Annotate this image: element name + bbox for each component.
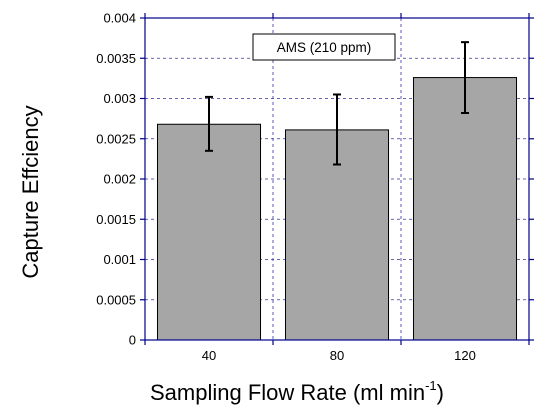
legend: AMS (210 ppm) <box>252 33 396 61</box>
axes <box>140 13 534 345</box>
y-axis-title: Capture Effciency <box>18 105 43 278</box>
y-tick-label: 0.003 <box>103 91 136 106</box>
x-tick-label: 40 <box>202 348 216 363</box>
y-tick-label: 0.0015 <box>96 212 136 227</box>
y-tick-label: 0.0005 <box>96 292 136 307</box>
x-tick-label: 80 <box>330 348 344 363</box>
bar-120 <box>412 77 518 341</box>
x-tick-labels: 40 80 120 <box>202 348 476 363</box>
x-axis-title: Sampling Flow Rate (ml min-1) <box>150 378 444 405</box>
y-tick-label: 0.001 <box>103 252 136 267</box>
error-bars <box>205 41 469 166</box>
bar-40 <box>156 123 262 341</box>
y-tick-label: 0.0035 <box>96 51 136 66</box>
legend-box <box>252 33 396 61</box>
x-axis-title-main: Sampling Flow Rate (ml min <box>150 380 425 405</box>
x-tick-label: 120 <box>454 348 476 363</box>
legend-label: AMS (210 ppm) <box>277 40 372 55</box>
x-axis-title-superscript: -1 <box>425 378 437 393</box>
y-tick-labels: 0 0.0005 0.001 0.0015 0.002 0.0025 0.003 0.0035… <box>96 11 136 348</box>
y-tick-label: 0 <box>129 333 136 348</box>
y-tick-label: 0.002 <box>103 172 136 187</box>
y-tick-label: 0.0025 <box>96 131 136 146</box>
y-tick-label: 0.004 <box>103 11 136 26</box>
x-axis-title-suffix: ) <box>437 380 444 405</box>
